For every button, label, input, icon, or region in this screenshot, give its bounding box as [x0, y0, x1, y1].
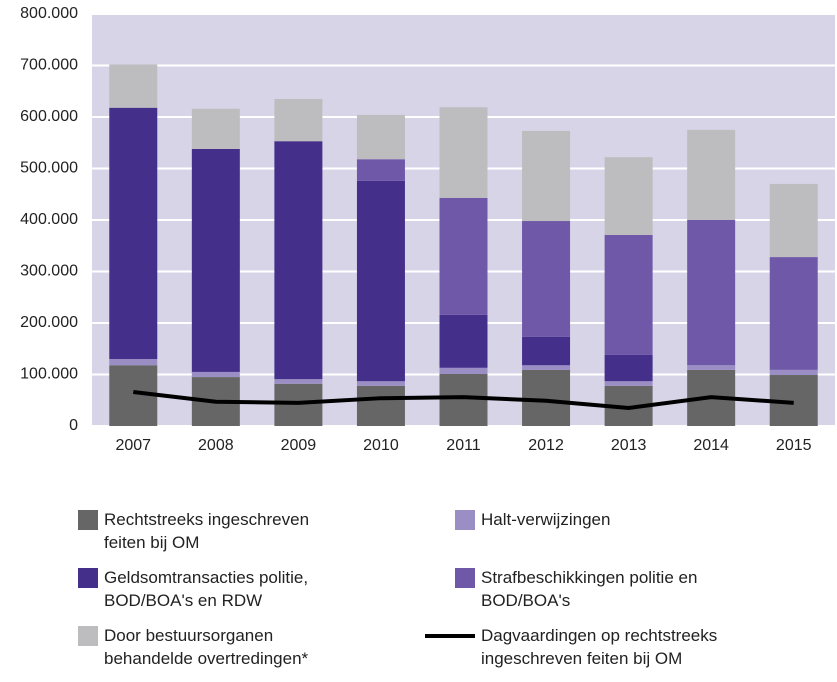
bar-segment: [356, 381, 405, 386]
bar-segment: [439, 107, 488, 198]
bar-segment: [439, 197, 488, 315]
bar-segment: [522, 336, 571, 366]
legend-item: Geldsomtransacties politie, BOD/BOA's en…: [78, 566, 344, 612]
bar-segment: [109, 64, 158, 108]
legend-swatch: [78, 510, 98, 530]
legend-label: Dagvaardingen op rechtstreeks ingeschrev…: [481, 626, 718, 668]
y-tick-label: 800.000: [20, 5, 78, 22]
bar-segment: [274, 98, 323, 142]
legend-item: Halt-verwijzingen: [455, 508, 721, 531]
bar-segment: [439, 373, 488, 426]
bar-segment: [687, 129, 736, 220]
legend-label: Strafbeschikkingen politie en BOD/BOA's: [481, 568, 698, 610]
bar-segment: [522, 221, 571, 337]
y-tick-label: 300.000: [20, 263, 78, 280]
bar-segment: [769, 183, 818, 258]
bar-segment: [356, 385, 405, 426]
bar-segment: [439, 314, 488, 368]
x-tick-label: 2015: [776, 437, 812, 454]
bar-segment: [687, 365, 736, 370]
legend-swatch: [425, 634, 475, 638]
legend-label: Halt-verwijzingen: [481, 510, 611, 529]
y-tick-label: 100.000: [20, 366, 78, 383]
y-tick-label: 600.000: [20, 108, 78, 125]
y-tick-label: 400.000: [20, 211, 78, 228]
legend-item: Door bestuursorganen behandelde overtred…: [78, 624, 344, 670]
bar-segment: [356, 114, 405, 160]
bar-segment: [522, 369, 571, 426]
x-tick-label: 2009: [281, 437, 317, 454]
bar-segment: [604, 157, 653, 235]
x-tick-label: 2012: [528, 437, 564, 454]
bar-segment: [274, 383, 323, 426]
bar-segment: [191, 148, 240, 372]
bar-segment: [109, 359, 158, 366]
legend-item: Dagvaardingen op rechtstreeks ingeschrev…: [425, 624, 751, 670]
bar-segment: [769, 369, 818, 376]
y-tick-label: 700.000: [20, 57, 78, 74]
bar-segment: [356, 159, 405, 181]
y-tick-label: 0: [69, 417, 78, 434]
bar-segment: [522, 365, 571, 370]
legend-item: Rechtstreeks ingeschreven feiten bij OM: [78, 508, 344, 554]
legend-item: Strafbeschikkingen politie en BOD/BOA's: [455, 566, 721, 612]
bar-segment: [687, 220, 736, 366]
bar-segment: [191, 108, 240, 149]
chart: 0 100.000 200.000 300.000 400.000 500.000 600.…: [20, 5, 835, 454]
bar-segment: [439, 367, 488, 374]
legend-swatch: [455, 568, 475, 588]
bar-segment: [191, 371, 240, 378]
bar-segment: [604, 381, 653, 386]
bar-segment: [274, 379, 323, 384]
bar-segment: [522, 130, 571, 222]
bar-segment: [769, 257, 818, 370]
bar-segment: [604, 354, 653, 382]
line-series: [133, 390, 794, 410]
x-tick-label: 2013: [611, 437, 647, 454]
legend-swatch: [455, 510, 475, 530]
legend-swatch: [78, 626, 98, 646]
legend-label: Geldsomtransacties politie, BOD/BOA's en…: [104, 568, 309, 610]
y-tick-label: 200.000: [20, 314, 78, 331]
bar-segment: [356, 180, 405, 382]
x-tick-label: 2011: [446, 437, 481, 454]
x-tick-label: 2010: [363, 437, 399, 454]
x-tick-label: 2007: [115, 437, 151, 454]
bar-segment: [109, 107, 158, 360]
legend-swatch: [78, 568, 98, 588]
x-tick-label: 2014: [693, 437, 729, 454]
bar-segment: [274, 141, 323, 380]
legend-label: Door bestuursorganen behandelde overtred…: [104, 626, 309, 668]
x-tick-label: 2008: [198, 437, 234, 454]
bar-segment: [604, 234, 653, 355]
y-tick-label: 500.000: [20, 160, 78, 177]
legend-label: Rechtstreeks ingeschreven feiten bij OM: [104, 510, 310, 552]
